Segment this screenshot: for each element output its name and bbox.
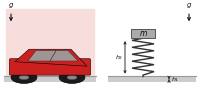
Polygon shape xyxy=(28,51,78,61)
Polygon shape xyxy=(15,49,87,66)
Text: $h_1$: $h_1$ xyxy=(171,75,179,84)
Bar xyxy=(4,77,96,82)
Text: $g$: $g$ xyxy=(186,1,192,10)
Bar xyxy=(108,77,196,82)
Circle shape xyxy=(11,71,37,84)
Text: $m$: $m$ xyxy=(139,29,147,38)
Text: $h_2$: $h_2$ xyxy=(115,53,123,62)
Bar xyxy=(6,9,94,77)
FancyBboxPatch shape xyxy=(9,59,91,75)
Circle shape xyxy=(59,71,85,84)
Bar xyxy=(131,29,155,38)
Circle shape xyxy=(19,75,29,80)
Circle shape xyxy=(67,75,77,80)
Text: $g$: $g$ xyxy=(8,1,14,10)
